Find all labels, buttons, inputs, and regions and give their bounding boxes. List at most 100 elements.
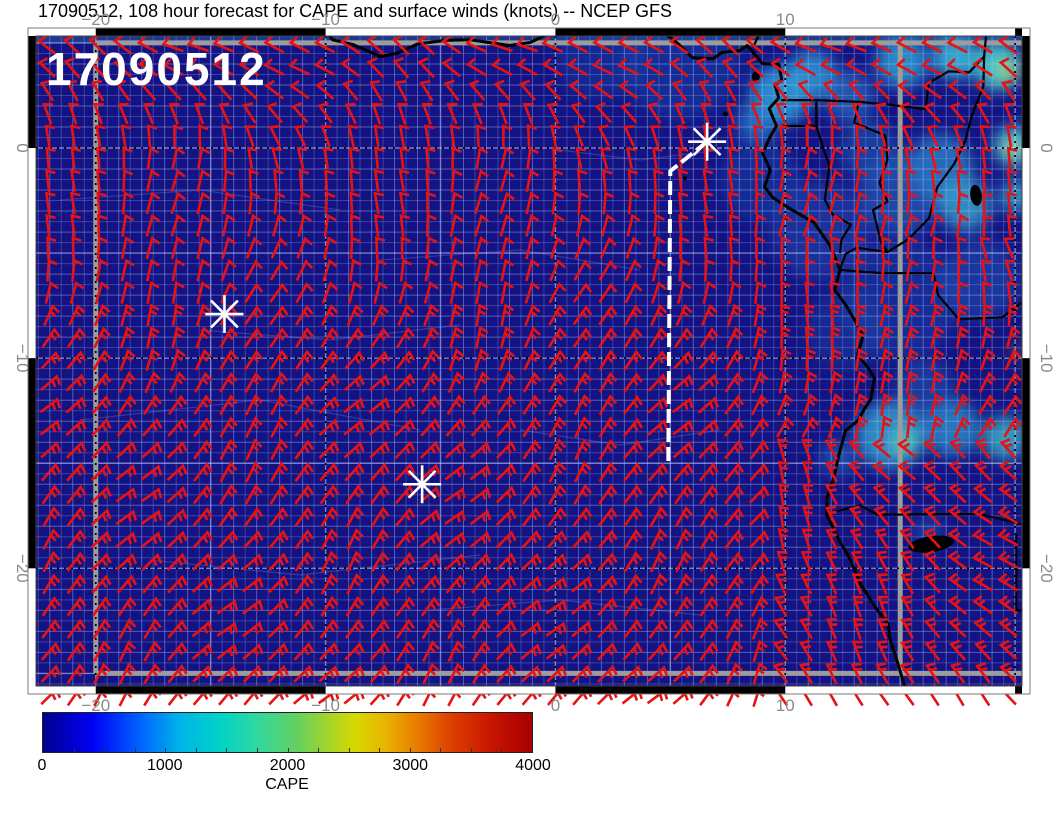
wind-barb bbox=[242, 553, 264, 571]
wind-barb bbox=[66, 484, 87, 505]
wind-barb bbox=[349, 169, 360, 192]
wind-barb bbox=[196, 146, 211, 170]
wind-barb bbox=[974, 438, 992, 460]
colorbar-tick-label: 4000 bbox=[515, 757, 551, 774]
wind-barb bbox=[673, 462, 694, 482]
wind-barb bbox=[828, 191, 844, 215]
wind-barb bbox=[44, 281, 59, 304]
wind-barb bbox=[898, 505, 916, 527]
wind-barb bbox=[923, 482, 942, 504]
wind-barb bbox=[674, 595, 694, 617]
wind-barb bbox=[703, 236, 714, 260]
wind-barb bbox=[1005, 124, 1017, 148]
wind-barb bbox=[370, 573, 390, 595]
wind-barb bbox=[779, 168, 793, 192]
wind-barb bbox=[317, 102, 333, 124]
wind-barb bbox=[778, 191, 793, 215]
wind-barb bbox=[145, 213, 161, 237]
wind-barb bbox=[947, 79, 968, 100]
wind-barb bbox=[346, 573, 364, 595]
wind-barb bbox=[672, 419, 694, 436]
wind-barb bbox=[592, 79, 614, 100]
wind-barb bbox=[446, 394, 466, 416]
wind-barb bbox=[851, 102, 863, 125]
wind-barb bbox=[67, 327, 87, 348]
coastlines bbox=[328, 36, 1022, 686]
wind-barb bbox=[973, 79, 992, 101]
wind-barb bbox=[196, 169, 211, 192]
wind-barb bbox=[424, 124, 435, 148]
wind-barb bbox=[344, 642, 365, 661]
wind-barb bbox=[526, 124, 538, 148]
wind-barb bbox=[772, 617, 789, 639]
lat-tick-label-left: 0 bbox=[13, 143, 32, 152]
wind-barb bbox=[396, 663, 415, 684]
wind-barb bbox=[475, 303, 489, 327]
wind-barb bbox=[752, 124, 764, 148]
wind-barb bbox=[166, 463, 188, 481]
wind-barb bbox=[343, 419, 365, 436]
wind-barb bbox=[678, 258, 691, 282]
wind-barb bbox=[778, 124, 790, 148]
wind-barb bbox=[954, 393, 971, 416]
wind-barb bbox=[143, 394, 162, 416]
wind-barb bbox=[244, 282, 264, 304]
wind-barb bbox=[770, 57, 791, 77]
wind-barb bbox=[42, 506, 61, 528]
wind-barb bbox=[70, 146, 82, 170]
colorbar-minor-tick bbox=[104, 748, 106, 752]
wind-barb bbox=[800, 550, 812, 573]
wind-barb bbox=[520, 664, 542, 683]
wind-barb bbox=[973, 639, 992, 661]
wind-barb bbox=[772, 639, 789, 662]
lat-tick-label-left: −10 bbox=[13, 344, 32, 373]
wind-barb bbox=[598, 327, 618, 348]
wind-barb bbox=[778, 213, 793, 237]
wind-barb bbox=[212, 57, 234, 77]
wind-barb bbox=[799, 639, 814, 662]
wind-barb bbox=[37, 57, 56, 78]
wind-barb bbox=[769, 36, 791, 54]
wind-barb bbox=[194, 371, 213, 393]
wind-barb bbox=[45, 146, 56, 170]
lat-tick-label-right: −10 bbox=[1037, 344, 1056, 373]
wind-barb bbox=[845, 57, 867, 77]
wind-barb bbox=[273, 191, 286, 215]
wind-barb bbox=[273, 169, 284, 192]
wind-barb bbox=[830, 325, 841, 349]
wind-barb bbox=[754, 146, 765, 170]
wind-barb bbox=[777, 393, 794, 416]
lat-tick-label-right: −20 bbox=[1037, 554, 1056, 583]
wind-barb bbox=[69, 281, 85, 304]
wind-barb bbox=[702, 214, 714, 237]
wind-barb bbox=[295, 259, 314, 282]
wind-barb bbox=[525, 169, 540, 192]
wind-barb bbox=[598, 484, 618, 505]
wind-barb bbox=[694, 36, 714, 56]
wind-barb bbox=[566, 57, 589, 77]
wind-barb bbox=[597, 552, 618, 572]
wind-barb bbox=[875, 102, 889, 125]
wind-barb bbox=[623, 573, 643, 595]
wind-barb bbox=[237, 36, 260, 54]
wind-barb bbox=[269, 484, 289, 505]
wind-barb bbox=[929, 213, 945, 237]
wind-barb bbox=[525, 213, 540, 237]
wind-barb bbox=[825, 528, 838, 550]
wind-barb bbox=[677, 169, 689, 192]
wind-barb bbox=[496, 417, 517, 437]
wind-barb bbox=[187, 58, 209, 76]
wind-barb bbox=[192, 484, 213, 505]
wind-barb bbox=[947, 550, 968, 570]
wind-barb bbox=[397, 303, 415, 326]
wind-barb bbox=[551, 191, 564, 215]
wind-barb bbox=[145, 258, 160, 282]
wind-barb bbox=[955, 348, 970, 372]
wind-barb bbox=[726, 662, 744, 685]
wind-barb bbox=[674, 484, 694, 505]
wind-barb bbox=[395, 596, 416, 617]
wind-barb bbox=[242, 599, 264, 615]
wind-barb bbox=[397, 102, 408, 125]
wind-barb bbox=[923, 505, 942, 527]
wind-barb bbox=[547, 349, 567, 371]
